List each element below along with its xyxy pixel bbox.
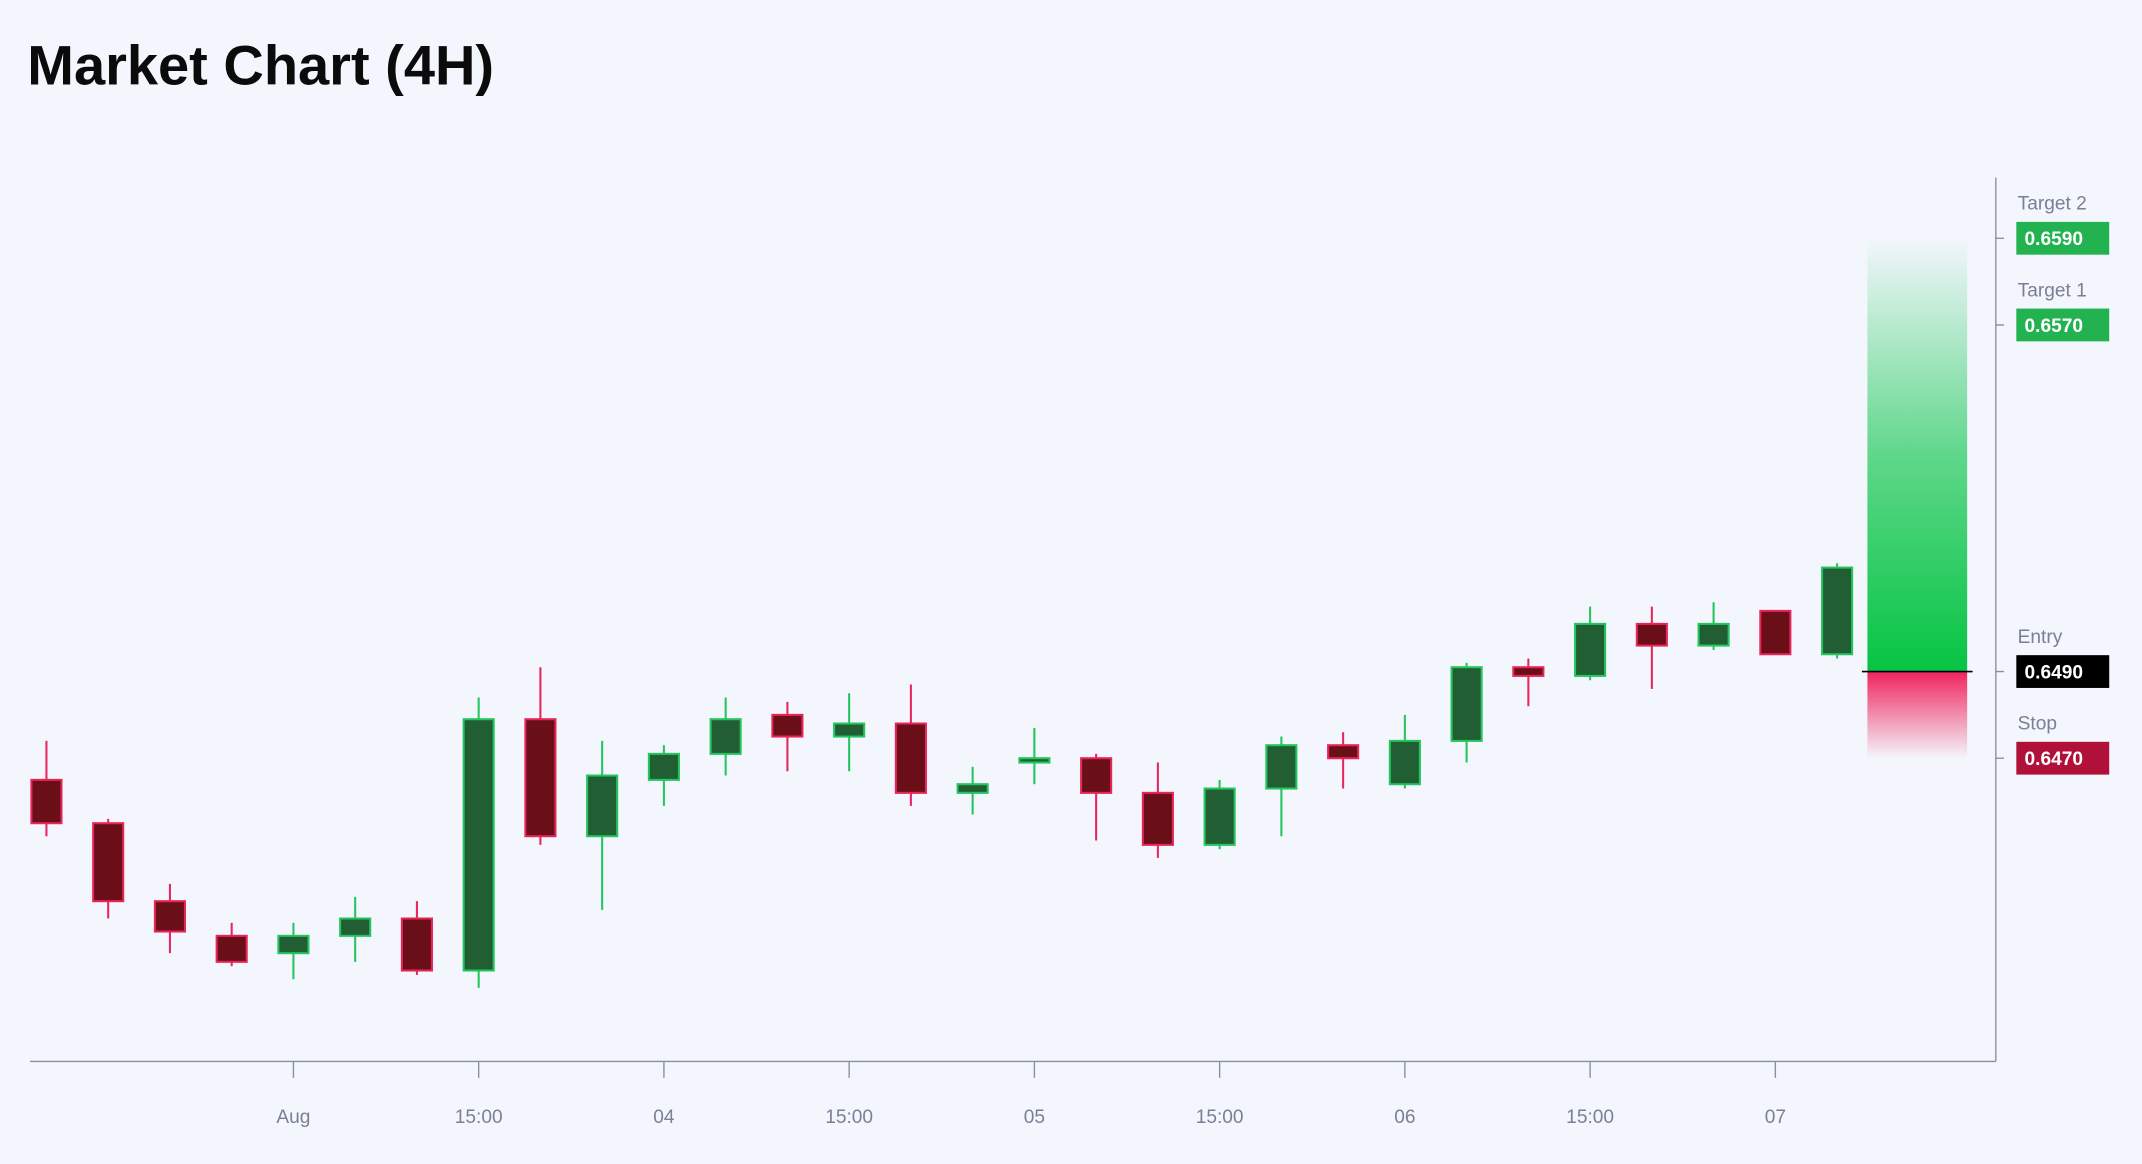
level-badge: [2016, 221, 2110, 255]
candle-body: [153, 900, 186, 933]
level-name: Entry: [2018, 627, 2063, 648]
candle-body: [647, 752, 680, 781]
chart-title: Market Chart (4H): [27, 34, 494, 97]
x-tick-label: 06: [1394, 1107, 1415, 1128]
candle-body: [462, 718, 495, 972]
candle-body: [30, 778, 63, 825]
x-tick-label: 15:00: [455, 1107, 503, 1128]
candle-body: [1265, 744, 1298, 790]
x-tick-label: 07: [1765, 1107, 1786, 1128]
candle-body: [215, 934, 248, 963]
level-badge: [2016, 655, 2110, 688]
candle-body: [771, 713, 804, 738]
candle-body: [1080, 757, 1113, 794]
candle-body: [833, 722, 866, 738]
candle-body: [1512, 666, 1545, 677]
candle-body: [956, 783, 989, 794]
level-label: 0.6590: [2025, 229, 2083, 250]
candle-body: [1141, 791, 1174, 846]
candle-body: [92, 822, 125, 903]
candle-body: [400, 917, 433, 972]
x-tick-label: 05: [1024, 1107, 1045, 1128]
candle-body: [1821, 566, 1854, 656]
candle-body: [1574, 622, 1607, 677]
x-tick-label: Aug: [276, 1107, 310, 1128]
candle-body: [1388, 739, 1421, 786]
level-label: 0.6570: [2025, 316, 2083, 337]
level-badge: [2016, 308, 2110, 342]
candle-body: [277, 934, 310, 955]
candle-body: [586, 774, 619, 838]
level-name: Stop: [2018, 714, 2057, 735]
x-tick-label: 15:00: [1566, 1107, 1614, 1128]
candle-body: [894, 722, 927, 794]
candle-body: [1018, 757, 1051, 764]
x-tick-label: 15:00: [1196, 1107, 1244, 1128]
profit-zone: [1867, 238, 1968, 672]
loss-zone: [1867, 671, 1968, 759]
candle-body: [1759, 609, 1792, 656]
level-label: 0.6490: [2025, 662, 2083, 683]
candle-body: [1635, 622, 1668, 647]
level-badge: [2016, 741, 2110, 775]
x-tick-label: 04: [653, 1107, 675, 1128]
candle-body: [709, 718, 742, 755]
level-name: Target 2: [2018, 194, 2087, 215]
candle-body: [339, 917, 372, 937]
candle-body: [1697, 622, 1730, 647]
level-label: 0.6470: [2025, 749, 2083, 770]
candle-body: [524, 718, 557, 838]
x-tick-label: 15:00: [825, 1107, 873, 1128]
candle-body: [1450, 666, 1483, 742]
candle-body: [1327, 744, 1360, 760]
level-name: Target 1: [2018, 280, 2087, 301]
candle-body: [1203, 787, 1236, 846]
